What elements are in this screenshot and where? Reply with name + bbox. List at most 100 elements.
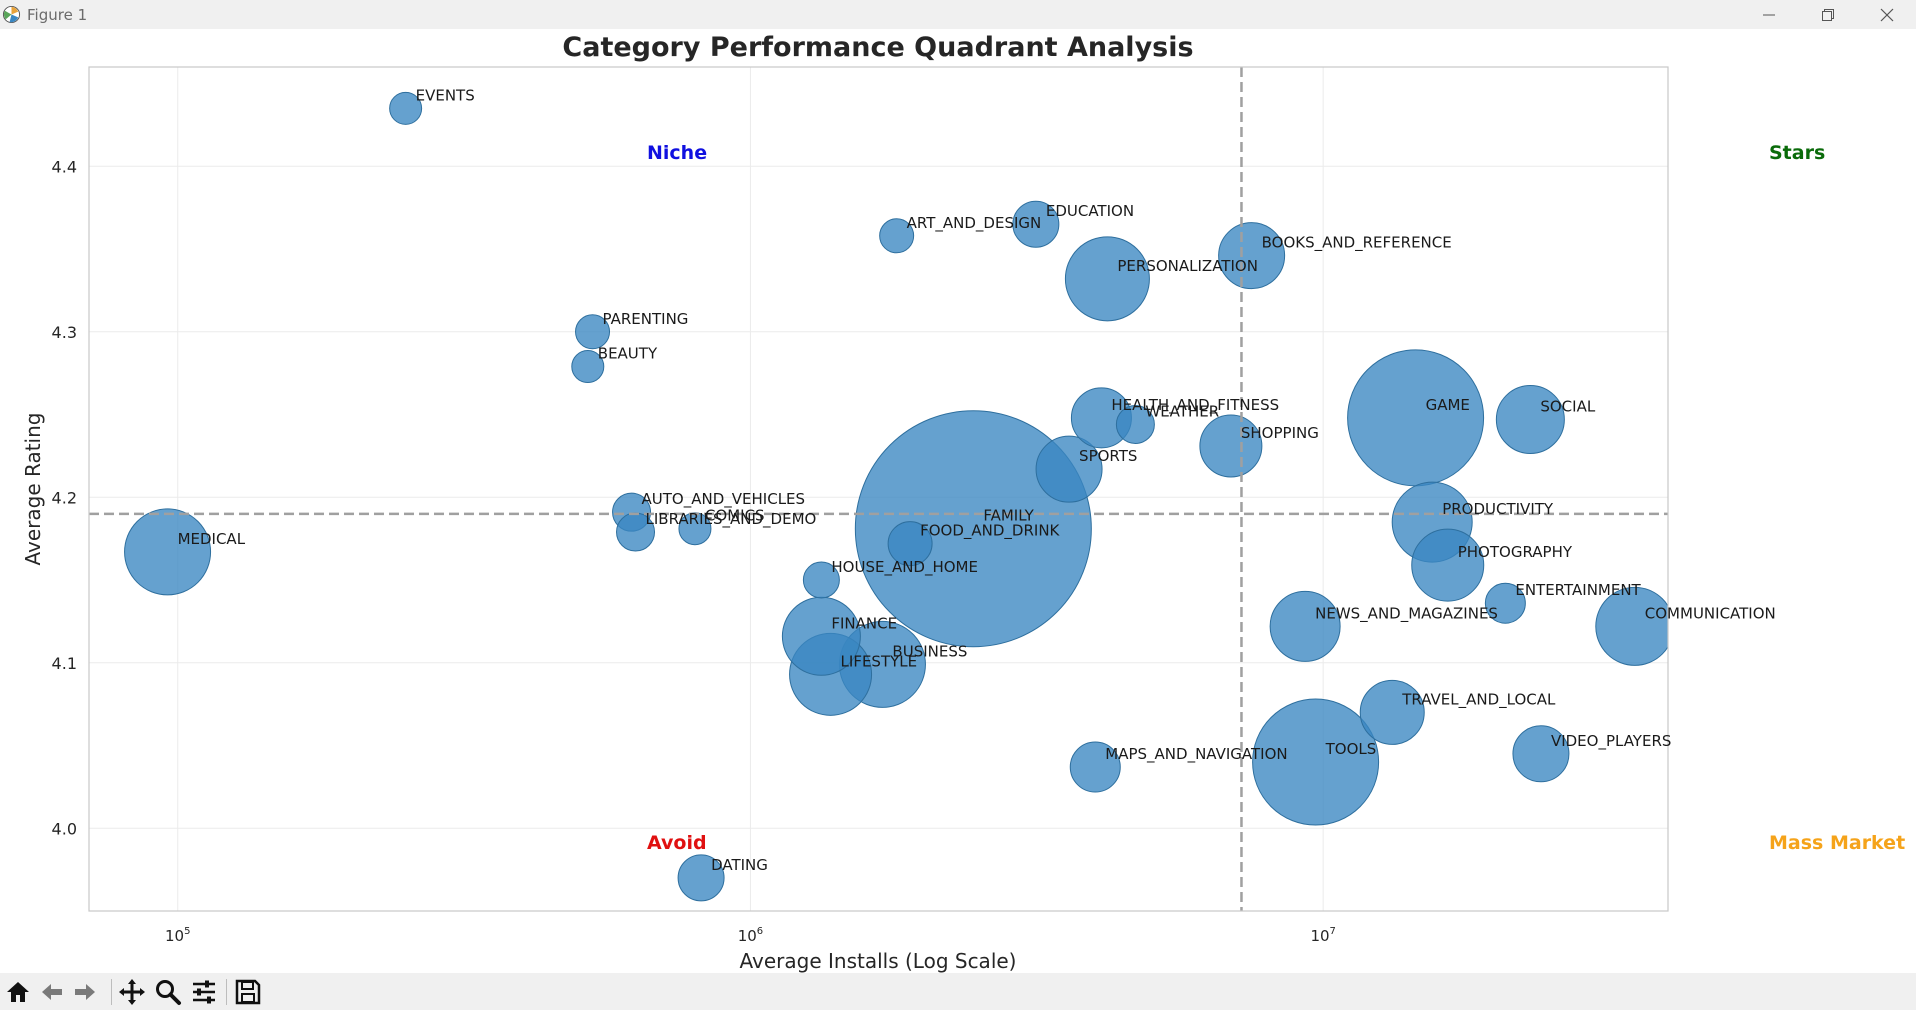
bubble-sports bbox=[1035, 435, 1103, 503]
y-tick-label: 4.2 bbox=[52, 488, 77, 507]
back-button[interactable] bbox=[37, 977, 67, 1007]
bubble-medical bbox=[124, 508, 212, 596]
point-label-video-players: VIDEO_PLAYERS bbox=[1551, 732, 1671, 751]
point-label-productivity: PRODUCTIVITY bbox=[1442, 500, 1554, 518]
x-tick-label: 107 bbox=[1310, 926, 1335, 945]
save-button[interactable] bbox=[233, 977, 263, 1007]
bubbles bbox=[124, 91, 1668, 902]
point-label-beauty: BEAUTY bbox=[598, 345, 658, 363]
bubble-social bbox=[1495, 384, 1565, 454]
x-tick-label: 105 bbox=[165, 926, 190, 945]
close-icon bbox=[1880, 8, 1894, 21]
point-label-news-and-magazines: NEWS_AND_MAGAZINES bbox=[1315, 604, 1498, 623]
point-label-libraries-and-demo: LIBRARIES_AND_DEMO bbox=[646, 510, 817, 529]
bubble-education bbox=[1012, 200, 1060, 248]
minimize-button[interactable] bbox=[1740, 0, 1798, 29]
home-icon bbox=[7, 982, 29, 1002]
x-axis-label: Average Installs (Log Scale) bbox=[740, 949, 1017, 973]
point-label-education: EDUCATION bbox=[1046, 202, 1134, 220]
point-label-food-and-drink: FOOD_AND_DRINK bbox=[920, 522, 1060, 541]
point-label-game: GAME bbox=[1426, 396, 1470, 414]
minimize-icon bbox=[1763, 14, 1775, 15]
pan-icon bbox=[119, 979, 145, 1005]
y-tick-label: 4.0 bbox=[52, 819, 77, 838]
bubble-food-and-drink bbox=[887, 521, 933, 567]
bubble-house-and-home bbox=[802, 561, 840, 599]
plot-frame bbox=[88, 66, 1669, 912]
matplotlib-logo-icon bbox=[2, 5, 21, 24]
point-label-shopping: SHOPPING bbox=[1241, 424, 1319, 442]
bubble-family bbox=[854, 410, 1092, 648]
x-tick-label: 106 bbox=[738, 926, 763, 945]
bubble-video-players bbox=[1512, 725, 1570, 783]
bubble-personalization bbox=[1064, 236, 1150, 322]
toolbar-separator bbox=[226, 979, 227, 1005]
bubble-events bbox=[389, 91, 423, 125]
point-label-comics: COMICS bbox=[705, 507, 765, 525]
bubble-beauty bbox=[571, 350, 605, 384]
point-label-family: FAMILY bbox=[983, 507, 1034, 525]
quadrant-label-niche: Niche bbox=[647, 142, 707, 164]
point-label-communication: COMMUNICATION bbox=[1645, 604, 1776, 622]
quadrant-label-avoid: Avoid bbox=[647, 832, 707, 854]
bubble-parenting bbox=[575, 314, 611, 350]
point-label-house-and-home: HOUSE_AND_HOME bbox=[831, 558, 978, 577]
bubble-books-and-reference bbox=[1218, 222, 1286, 290]
bubble-game bbox=[1347, 349, 1485, 487]
point-label-lifestyle: LIFESTYLE bbox=[841, 652, 918, 670]
quadrant-label-mass-market: Mass Market bbox=[1769, 832, 1905, 854]
point-label-social: SOCIAL bbox=[1540, 397, 1595, 415]
toolbar-separator bbox=[111, 979, 112, 1005]
bubble-maps-and-navigation bbox=[1069, 741, 1121, 793]
point-label-personalization: PERSONALIZATION bbox=[1117, 257, 1258, 275]
point-label-maps-and-navigation: MAPS_AND_NAVIGATION bbox=[1105, 745, 1287, 764]
point-label-parenting: PARENTING bbox=[603, 310, 689, 328]
y-tick-label: 4.4 bbox=[52, 157, 77, 176]
point-label-medical: MEDICAL bbox=[178, 530, 246, 548]
point-label-auto-and-vehicles: AUTO_AND_VEHICLES bbox=[642, 490, 806, 509]
threshold-lines bbox=[89, 67, 1668, 911]
point-label-art-and-design: ART_AND_DESIGN bbox=[907, 214, 1042, 233]
point-label-finance: FINANCE bbox=[831, 614, 897, 632]
configure-subplots-button[interactable] bbox=[189, 977, 219, 1007]
restore-button[interactable] bbox=[1799, 0, 1857, 29]
window-title: Figure 1 bbox=[27, 6, 88, 24]
bubble-entertainment bbox=[1484, 582, 1526, 624]
forward-button[interactable] bbox=[70, 977, 100, 1007]
bubble-art-and-design bbox=[879, 218, 915, 254]
bubble-travel-and-local bbox=[1359, 679, 1425, 745]
point-label-events: EVENTS bbox=[416, 86, 475, 104]
bubble-photography bbox=[1411, 528, 1485, 602]
close-button[interactable] bbox=[1858, 0, 1916, 29]
point-label-photography: PHOTOGRAPHY bbox=[1458, 543, 1573, 561]
pan-button[interactable] bbox=[117, 977, 147, 1007]
point-label-tools: TOOLS bbox=[1325, 740, 1377, 758]
bubble-news-and-magazines bbox=[1269, 590, 1341, 662]
restore-icon bbox=[1822, 8, 1834, 21]
navigation-toolbar bbox=[0, 973, 1916, 1010]
point-label-business: BUSINESS bbox=[892, 642, 967, 660]
point-label-sports: SPORTS bbox=[1079, 447, 1137, 465]
bubble-tools bbox=[1252, 698, 1380, 826]
point-label-entertainment: ENTERTAINMENT bbox=[1515, 581, 1641, 599]
figure-canvas: EVENTS ART_AND_DESIGN EDUCATION PERSONALIZA… bbox=[0, 29, 1916, 973]
point-label-travel-and-local: TRAVEL_AND_LOCAL bbox=[1401, 690, 1556, 709]
bubble-dating bbox=[677, 854, 725, 902]
window-titlebar: Figure 1 bbox=[0, 0, 1916, 29]
save-icon bbox=[235, 979, 261, 1005]
home-button[interactable] bbox=[3, 977, 33, 1007]
back-icon bbox=[42, 984, 62, 1000]
point-label-books-and-reference: BOOKS_AND_REFERENCE bbox=[1262, 234, 1452, 253]
bubble-weather bbox=[1115, 404, 1155, 444]
bubble-shopping bbox=[1199, 414, 1263, 478]
y-axis-label: Average Rating bbox=[21, 413, 45, 566]
y-tick-label: 4.1 bbox=[52, 654, 77, 673]
chart-title: Category Performance Quadrant Analysis bbox=[562, 32, 1193, 63]
bubble-communication bbox=[1595, 586, 1668, 666]
configure-icon bbox=[193, 980, 215, 1004]
quadrant-label-stars: Stars bbox=[1769, 142, 1825, 164]
point-label-health-and-fitness: HEALTH_AND_FITNESS bbox=[1111, 396, 1279, 415]
forward-icon bbox=[75, 984, 95, 1000]
zoom-button[interactable] bbox=[153, 977, 183, 1007]
